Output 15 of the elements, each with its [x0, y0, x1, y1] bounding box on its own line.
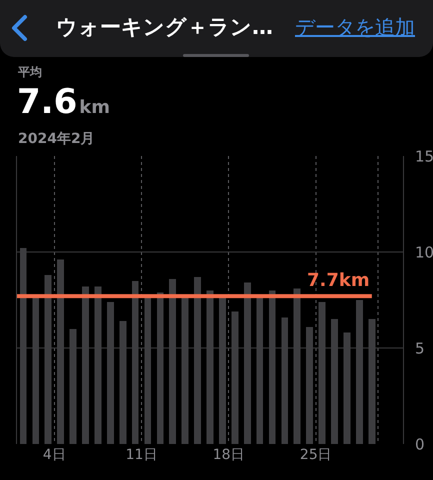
y-tick-label: 10 [415, 243, 433, 262]
y-tick-label: 15 [415, 147, 433, 166]
y-tick-label: 5 [415, 339, 425, 358]
x-tick-label: 4日 [42, 447, 66, 463]
text: 7.6 [17, 82, 78, 122]
x-tick-label: 11日 [126, 447, 158, 463]
text: データを追加 [295, 14, 415, 40]
x-tick-label: 25日 [300, 447, 332, 463]
y-tick-label: 0 [415, 435, 425, 454]
text: 平均 [18, 64, 42, 81]
x-tick-label: 18日 [212, 447, 245, 463]
chart-title: ウォーキング＋ラン… [56, 14, 273, 40]
ref-line-label: 7.7km [307, 270, 370, 291]
text: km [79, 97, 110, 118]
chart-subtitle: 2024年2月 [18, 130, 95, 148]
